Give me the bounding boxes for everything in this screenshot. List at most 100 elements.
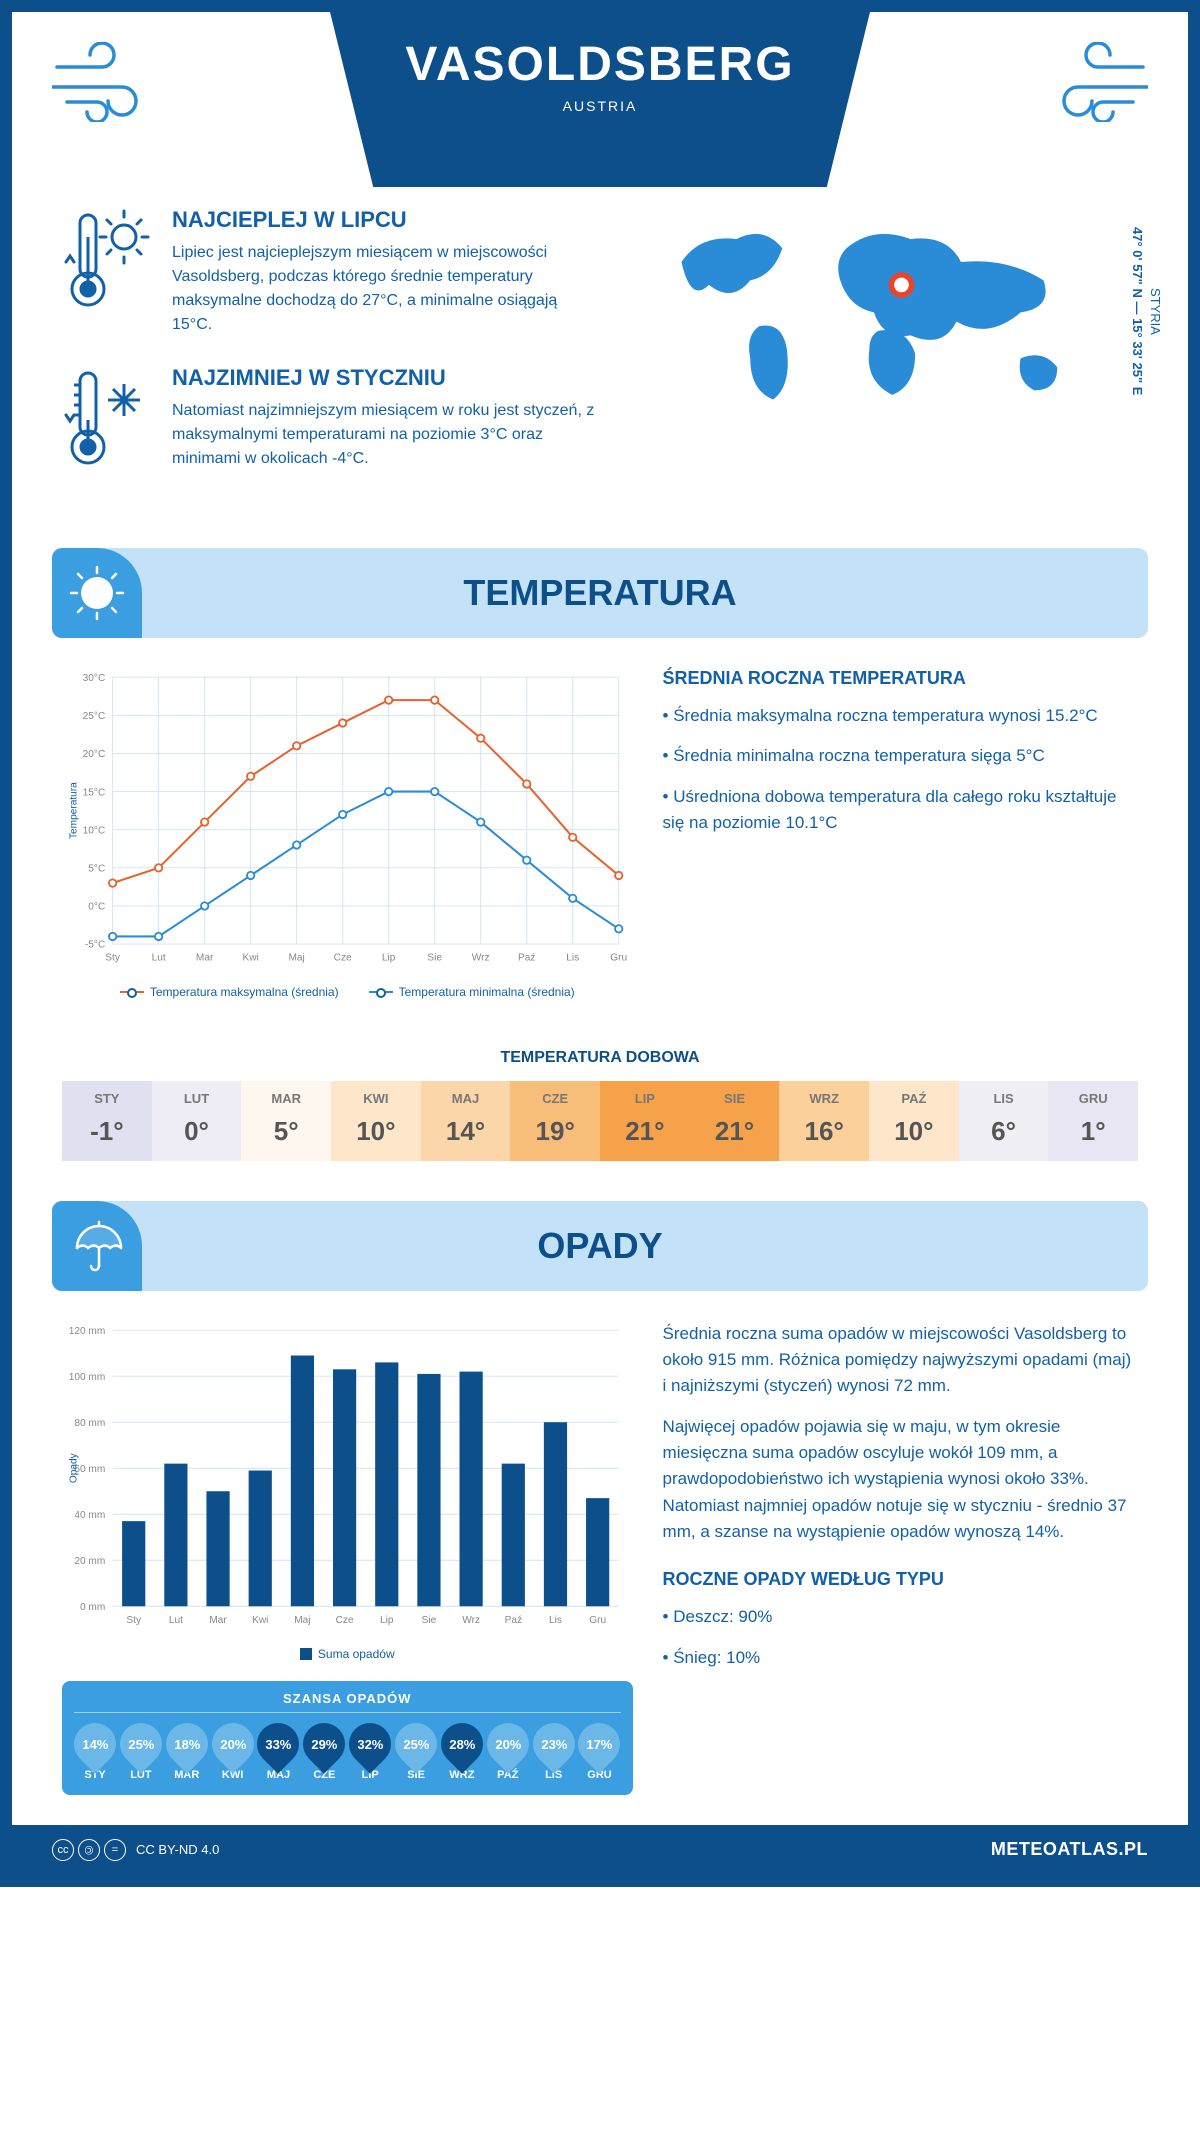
svg-text:Wrz: Wrz	[472, 953, 490, 964]
rain-chance-drop: 20%KWI	[212, 1723, 254, 1781]
rain-chance-drop: 20%PAŹ	[487, 1723, 529, 1781]
svg-text:0°C: 0°C	[88, 902, 105, 913]
svg-text:30°C: 30°C	[83, 673, 106, 684]
svg-text:Lis: Lis	[566, 953, 579, 964]
svg-text:Maj: Maj	[289, 953, 305, 964]
rain-title: OPADY	[537, 1225, 662, 1267]
world-map-icon	[628, 207, 1138, 427]
daily-temp-cell: CZE19°	[510, 1081, 600, 1161]
daily-temp-cell: LIP21°	[600, 1081, 690, 1161]
rain-chance-drop: 18%MAR	[166, 1723, 208, 1781]
daily-temp-title: TEMPERATURA DOBOWA	[12, 1049, 1188, 1067]
hot-text: Lipiec jest najcieplejszym miesiącem w m…	[172, 241, 598, 337]
svg-text:Paź: Paź	[505, 1615, 522, 1626]
rain-chance-drop: 25%SIE	[395, 1723, 437, 1781]
svg-text:25°C: 25°C	[83, 711, 106, 722]
wind-icon	[1038, 42, 1148, 137]
title-banner: VASOLDSBERG AUSTRIA	[330, 12, 870, 187]
svg-text:Cze: Cze	[336, 1615, 354, 1626]
svg-text:Wrz: Wrz	[462, 1615, 480, 1626]
svg-text:Lip: Lip	[382, 953, 396, 964]
rain-chance-drop: 28%WRZ	[441, 1723, 483, 1781]
daily-temp-cell: KWI10°	[331, 1081, 421, 1161]
intro-section: NAJCIEPLEJ W LIPCU Lipiec jest najcieple…	[12, 187, 1188, 538]
svg-text:Cze: Cze	[334, 953, 352, 964]
thermometer-sun-icon	[62, 207, 152, 337]
hot-title: NAJCIEPLEJ W LIPCU	[172, 207, 598, 233]
precipitation-bar-chart: 0 mm20 mm40 mm60 mm80 mm100 mm120 mmStyL…	[62, 1321, 633, 1661]
svg-text:0 mm: 0 mm	[80, 1602, 105, 1613]
sun-icon	[52, 548, 142, 638]
svg-text:Kwi: Kwi	[252, 1615, 268, 1626]
daily-temp-cell: LIS6°	[959, 1081, 1049, 1161]
daily-temp-cell: MAJ14°	[421, 1081, 511, 1161]
map-panel: STYRIA 47° 0' 57" N — 15° 33' 25" E	[628, 207, 1138, 508]
coldest-fact: NAJZIMNIEJ W STYCZNIU Natomiast najzimni…	[62, 365, 598, 480]
coordinates: STYRIA 47° 0' 57" N — 15° 33' 25" E	[1128, 227, 1164, 395]
wind-icon	[52, 42, 162, 137]
daily-temp-cell: STY-1°	[62, 1081, 152, 1161]
daily-temp-cell: PAŹ10°	[869, 1081, 959, 1161]
svg-text:Gru: Gru	[610, 953, 627, 964]
svg-text:Maj: Maj	[294, 1615, 310, 1626]
bar-chart-legend: Suma opadów	[62, 1647, 633, 1661]
city-name: VASOLDSBERG	[330, 37, 870, 92]
svg-text:20°C: 20°C	[83, 749, 106, 760]
rain-chance-drop: 33%MAJ	[257, 1723, 299, 1781]
cold-title: NAJZIMNIEJ W STYCZNIU	[172, 365, 598, 391]
temp-section-header: TEMPERATURA	[52, 548, 1148, 638]
rain-chance-panel: SZANSA OPADÓW 14%STY25%LUT18%MAR20%KWI33…	[62, 1681, 633, 1795]
rain-chance-drop: 29%CZE	[303, 1723, 345, 1781]
temp-bullet: • Średnia minimalna roczna temperatura s…	[663, 743, 1138, 769]
chance-title: SZANSA OPADÓW	[74, 1691, 621, 1713]
svg-text:20 mm: 20 mm	[74, 1556, 105, 1567]
rain-type-bullet: • Deszcz: 90%	[663, 1604, 1138, 1630]
svg-text:Lut: Lut	[169, 1615, 183, 1626]
rain-chance-drop: 14%STY	[74, 1723, 116, 1781]
country-name: AUSTRIA	[330, 98, 870, 114]
rain-chance-drop: 23%LIS	[533, 1723, 575, 1781]
temp-bullet: • Średnia maksymalna roczna temperatura …	[663, 703, 1138, 729]
site-name: METEOATLAS.PL	[991, 1839, 1148, 1860]
svg-text:15°C: 15°C	[83, 787, 106, 798]
daily-temp-cell: MAR5°	[241, 1081, 331, 1161]
hottest-fact: NAJCIEPLEJ W LIPCU Lipiec jest najcieple…	[62, 207, 598, 337]
cc-icons: cc🄯=	[52, 1839, 126, 1861]
rain-chance-drop: 32%LIP	[349, 1723, 391, 1781]
svg-text:Lis: Lis	[549, 1615, 562, 1626]
rain-p2: Najwięcej opadów pojawia się w maju, w t…	[663, 1414, 1138, 1546]
svg-text:Sie: Sie	[427, 953, 442, 964]
daily-temp-cell: WRZ16°	[779, 1081, 869, 1161]
svg-text:Mar: Mar	[196, 953, 214, 964]
rain-chance-drop: 17%GRU	[578, 1723, 620, 1781]
rain-chance-drop: 25%LUT	[120, 1723, 162, 1781]
svg-text:Sie: Sie	[422, 1615, 437, 1626]
daily-temp-strip: STY-1°LUT0°MAR5°KWI10°MAJ14°CZE19°LIP21°…	[62, 1081, 1138, 1161]
svg-text:Temperatura: Temperatura	[69, 782, 80, 839]
svg-text:5°C: 5°C	[88, 863, 105, 874]
svg-text:80 mm: 80 mm	[74, 1418, 105, 1429]
svg-text:10°C: 10°C	[83, 825, 106, 836]
cold-text: Natomiast najzimniejszym miesiącem w rok…	[172, 399, 598, 471]
svg-text:-5°C: -5°C	[85, 940, 105, 951]
rain-summary: Średnia roczna suma opadów w miejscowośc…	[663, 1321, 1138, 1795]
footer: cc🄯= CC BY-ND 4.0 METEOATLAS.PL	[12, 1825, 1188, 1875]
svg-text:Kwi: Kwi	[243, 953, 259, 964]
daily-temp-cell: GRU1°	[1048, 1081, 1138, 1161]
svg-text:Gru: Gru	[589, 1615, 606, 1626]
rain-section-header: OPADY	[52, 1201, 1148, 1291]
temperature-line-chart: -5°C0°C5°C10°C15°C20°C25°C30°CStyLutMarK…	[62, 668, 633, 999]
line-chart-legend: Temperatura maksymalna (średnia) Tempera…	[62, 985, 633, 999]
svg-text:Lut: Lut	[152, 953, 166, 964]
daily-temp-cell: SIE21°	[690, 1081, 780, 1161]
rain-p1: Średnia roczna suma opadów w miejscowośc…	[663, 1321, 1138, 1400]
umbrella-icon	[52, 1201, 142, 1291]
infographic-frame: VASOLDSBERG AUSTRIA	[0, 0, 1200, 1887]
svg-text:Paź: Paź	[518, 953, 535, 964]
rain-type-title: ROCZNE OPADY WEDŁUG TYPU	[663, 1569, 1138, 1590]
svg-text:Opady: Opady	[69, 1452, 80, 1483]
daily-temp-cell: LUT0°	[152, 1081, 242, 1161]
temp-title: TEMPERATURA	[463, 572, 736, 614]
svg-text:120 mm: 120 mm	[69, 1326, 106, 1337]
temp-summary: ŚREDNIA ROCZNA TEMPERATURA • Średnia mak…	[663, 668, 1138, 999]
